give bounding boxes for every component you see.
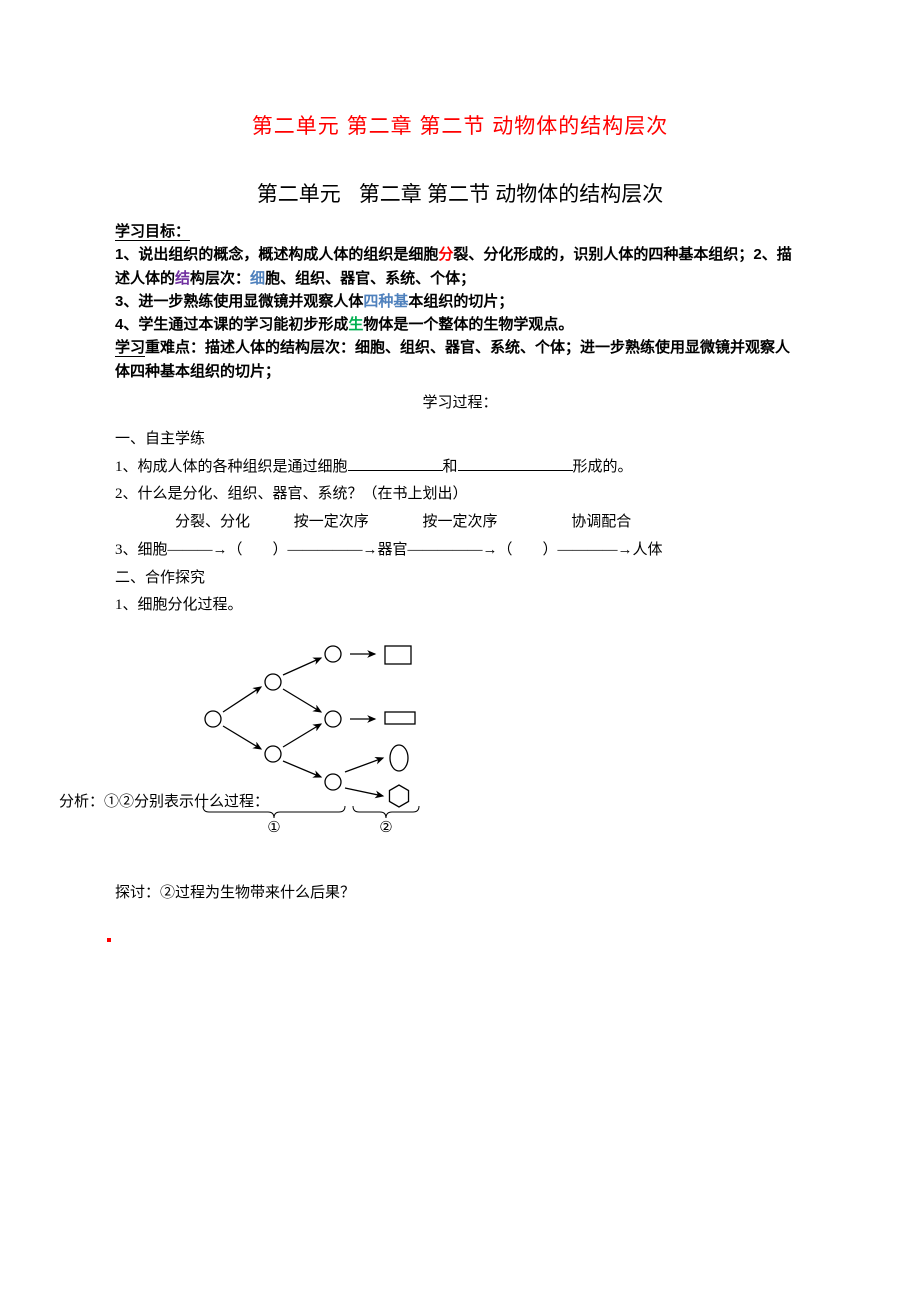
obj1-d: 胞、组织、器官、系统、个体； (265, 270, 475, 287)
seq-d: 协调配合 (571, 514, 631, 530)
objectives-block: 学习目标： 1、说出组织的概念，概述构成人体的组织是细胞分裂、分化形成的，识别人… (115, 220, 805, 383)
blank-2 (458, 455, 573, 471)
title-black-a: 第二单元 (257, 182, 341, 206)
emphasis-rest: 重难点：描述人体的结构层次：细胞、组织、器官、系统、个体；进一步熟练使用显微镜并… (115, 339, 790, 379)
red-dot-marker (107, 938, 111, 942)
process-label: 学习过程： (115, 391, 805, 412)
title-black-b: 第二章 第二节 动物体的结构层次 (359, 182, 664, 206)
blank-1 (348, 455, 443, 471)
seq-a: 分裂、分化 (175, 514, 250, 530)
obj4-hl-green: 生 (348, 316, 363, 333)
objectives-label: 学习目标： (115, 223, 190, 241)
analysis-label: 分析：①②分别表示什么过程： (59, 790, 319, 811)
obj1-hl-purple: 结 (175, 270, 190, 287)
title-red: 第二单元 第二章 第二节 动物体的结构层次 (115, 110, 805, 140)
cell-diagram: ①② 分析：①②分别表示什么过程： (115, 624, 805, 840)
obj3-b: 本组织的切片； (408, 293, 513, 310)
obj1-hl-blue: 细 (250, 270, 265, 287)
obj1-hl-red: 分 (438, 246, 453, 263)
section-2-heading: 二、合作探究 (115, 565, 805, 593)
obj3-hl-blue: 四种基 (363, 293, 408, 310)
svg-text:①: ① (267, 820, 280, 836)
question-1: 1、构成人体的各种组织是通过细胞 和 形成的。 (115, 454, 805, 482)
seq-c: 按一定次序 (423, 514, 498, 530)
obj4-b: 物体是一个整体的生物学观点。 (363, 316, 573, 333)
title-black: 第二单元第二章 第二节 动物体的结构层次 (115, 178, 805, 208)
question-5: 探讨：②过程为生物带来什么后果？ (115, 880, 805, 908)
question-2: 2、什么是分化、组织、器官、系统？（在书上划出） (115, 481, 805, 509)
obj4-a: 4、学生通过本课的学习能初步形成 (115, 316, 348, 333)
q1-b: 和 (443, 459, 458, 475)
obj1-a: 1、说出组织的概念，概述构成人体的组织是细胞 (115, 246, 438, 263)
section-1-heading: 一、自主学练 (115, 426, 805, 454)
sequence-labels-row: 分裂、分化 按一定次序 按一定次序 协调配合 (115, 509, 805, 537)
seq-b: 按一定次序 (294, 514, 369, 530)
question-3: 3、细胞———→（ ）—————→器官—————→（ ）————→人体 (115, 537, 805, 565)
emphasis-label: 学习 (115, 339, 145, 357)
q1-a: 1、构成人体的各种组织是通过细胞 (115, 459, 348, 475)
obj1-c: 构层次： (190, 270, 250, 287)
obj3-a: 3、进一步熟练使用显微镜并观察人体 (115, 293, 363, 310)
svg-text:②: ② (379, 820, 392, 836)
question-4: 1、细胞分化过程。 (115, 592, 805, 620)
q1-c: 形成的。 (573, 459, 633, 475)
